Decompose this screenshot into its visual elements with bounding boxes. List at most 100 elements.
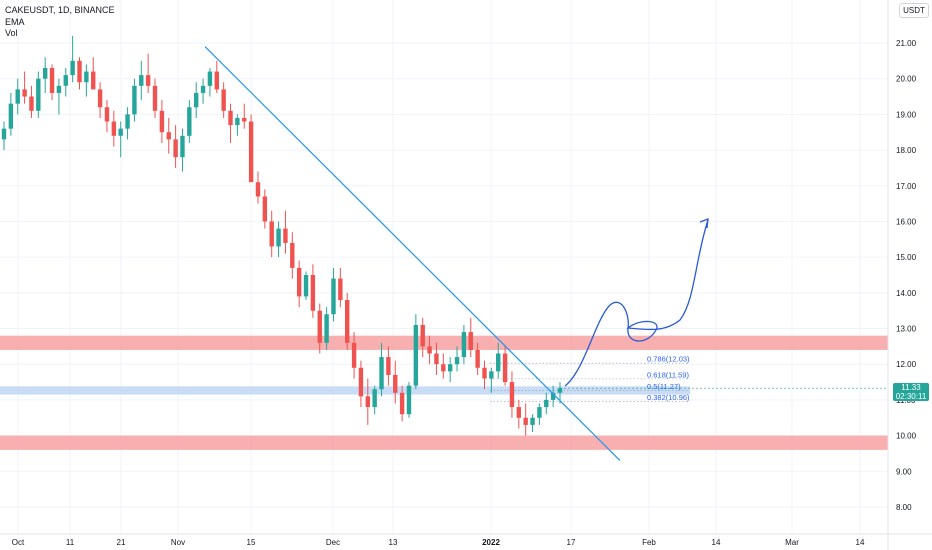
candle[interactable] xyxy=(544,392,549,415)
candle[interactable] xyxy=(482,360,487,390)
currency-badge[interactable]: USDT xyxy=(899,3,929,18)
candle[interactable] xyxy=(49,64,55,101)
candle[interactable] xyxy=(345,292,350,350)
candle[interactable] xyxy=(358,360,364,408)
candle[interactable] xyxy=(180,128,185,172)
resistance-zone[interactable] xyxy=(0,335,888,350)
candle[interactable] xyxy=(550,385,556,408)
candle-body xyxy=(180,135,185,158)
candle[interactable] xyxy=(489,367,494,393)
candle[interactable] xyxy=(152,78,158,118)
candle[interactable] xyxy=(139,60,144,101)
candle[interactable] xyxy=(283,210,288,254)
candle[interactable] xyxy=(187,100,192,143)
candle[interactable] xyxy=(269,210,274,258)
candle[interactable] xyxy=(413,314,419,390)
projection-path[interactable] xyxy=(564,219,709,387)
candle[interactable] xyxy=(70,35,75,83)
candle[interactable] xyxy=(248,114,254,183)
candle[interactable] xyxy=(97,82,103,118)
candle[interactable] xyxy=(42,57,48,93)
candle[interactable] xyxy=(406,382,412,418)
candle[interactable] xyxy=(365,378,371,425)
candle[interactable] xyxy=(22,71,27,104)
candle[interactable] xyxy=(77,57,82,90)
ema-indicator-label[interactable]: EMA xyxy=(5,17,25,27)
candle[interactable] xyxy=(104,100,110,133)
candle[interactable] xyxy=(523,403,528,436)
candle[interactable] xyxy=(434,342,439,375)
candle[interactable] xyxy=(290,232,295,279)
candle[interactable] xyxy=(496,342,501,379)
candle[interactable] xyxy=(372,385,377,415)
candle[interactable] xyxy=(296,260,302,308)
candle-body xyxy=(166,132,171,140)
candle[interactable] xyxy=(200,78,206,104)
candle[interactable] xyxy=(125,107,130,140)
candle[interactable] xyxy=(351,332,357,379)
candle[interactable] xyxy=(111,110,117,147)
candle[interactable] xyxy=(303,271,309,300)
candle[interactable] xyxy=(468,317,473,358)
candle[interactable] xyxy=(1,121,7,151)
candle[interactable] xyxy=(145,53,151,93)
candle[interactable] xyxy=(228,103,233,143)
candle[interactable] xyxy=(15,78,20,115)
candle[interactable] xyxy=(461,324,467,365)
candle[interactable] xyxy=(338,267,343,308)
candle[interactable] xyxy=(454,346,460,372)
candle[interactable] xyxy=(420,317,425,358)
time-axis[interactable]: Oct 11 21 Nov 15 Dec 13 2022 17 Feb 14 Mar 14 xyxy=(12,538,865,547)
candle[interactable] xyxy=(399,385,405,422)
price-axis[interactable]: 21.00 20.00 19.00 18.00 17.00 16.00 15.00 14.00… xyxy=(896,39,917,512)
support-zone[interactable] xyxy=(0,435,888,450)
candle[interactable] xyxy=(317,303,322,354)
candle[interactable] xyxy=(63,67,68,97)
candle[interactable] xyxy=(262,189,268,229)
candle[interactable] xyxy=(276,221,281,258)
candle[interactable] xyxy=(509,371,515,418)
candle[interactable] xyxy=(447,357,453,383)
candle[interactable] xyxy=(393,360,398,404)
candle[interactable] xyxy=(132,78,137,122)
candle[interactable] xyxy=(530,414,535,433)
candle[interactable] xyxy=(91,57,96,90)
candle[interactable] xyxy=(379,342,384,397)
candle[interactable] xyxy=(221,82,226,118)
candle-body xyxy=(345,299,350,343)
candle[interactable] xyxy=(516,399,522,429)
candle[interactable] xyxy=(310,264,316,318)
candle[interactable] xyxy=(214,60,219,93)
candle[interactable] xyxy=(29,85,34,118)
candle[interactable] xyxy=(8,92,14,136)
candle[interactable] xyxy=(475,342,480,375)
candle-body xyxy=(262,196,268,222)
candle[interactable] xyxy=(235,114,240,136)
candle[interactable] xyxy=(173,125,178,168)
candle[interactable] xyxy=(255,171,261,204)
candle[interactable] xyxy=(242,103,247,129)
candle[interactable] xyxy=(441,353,446,379)
candle[interactable] xyxy=(207,67,213,97)
candle[interactable] xyxy=(159,100,165,143)
candle[interactable] xyxy=(84,64,89,97)
volume-indicator-label[interactable]: Vol xyxy=(5,28,18,38)
candle[interactable] xyxy=(193,82,199,118)
candle[interactable] xyxy=(36,71,41,118)
candle[interactable] xyxy=(331,267,336,322)
pivot-zone[interactable] xyxy=(0,386,690,395)
candle[interactable] xyxy=(537,403,542,425)
last-price-tag: 11.33 02:30:11 xyxy=(893,383,929,401)
candle[interactable] xyxy=(324,307,329,350)
candle[interactable] xyxy=(166,117,171,154)
fibonacci-retracement[interactable]: 0.786(12.03) 0.618(11.59) 0.5(11.27) 0.382(… xyxy=(490,355,690,402)
trendline[interactable] xyxy=(204,46,621,462)
candle[interactable] xyxy=(502,346,508,386)
candle[interactable] xyxy=(427,335,432,365)
candle[interactable] xyxy=(118,121,123,158)
candle-body xyxy=(283,228,288,243)
candle-body xyxy=(502,353,508,383)
candle[interactable] xyxy=(386,346,391,386)
candle[interactable] xyxy=(56,78,62,115)
